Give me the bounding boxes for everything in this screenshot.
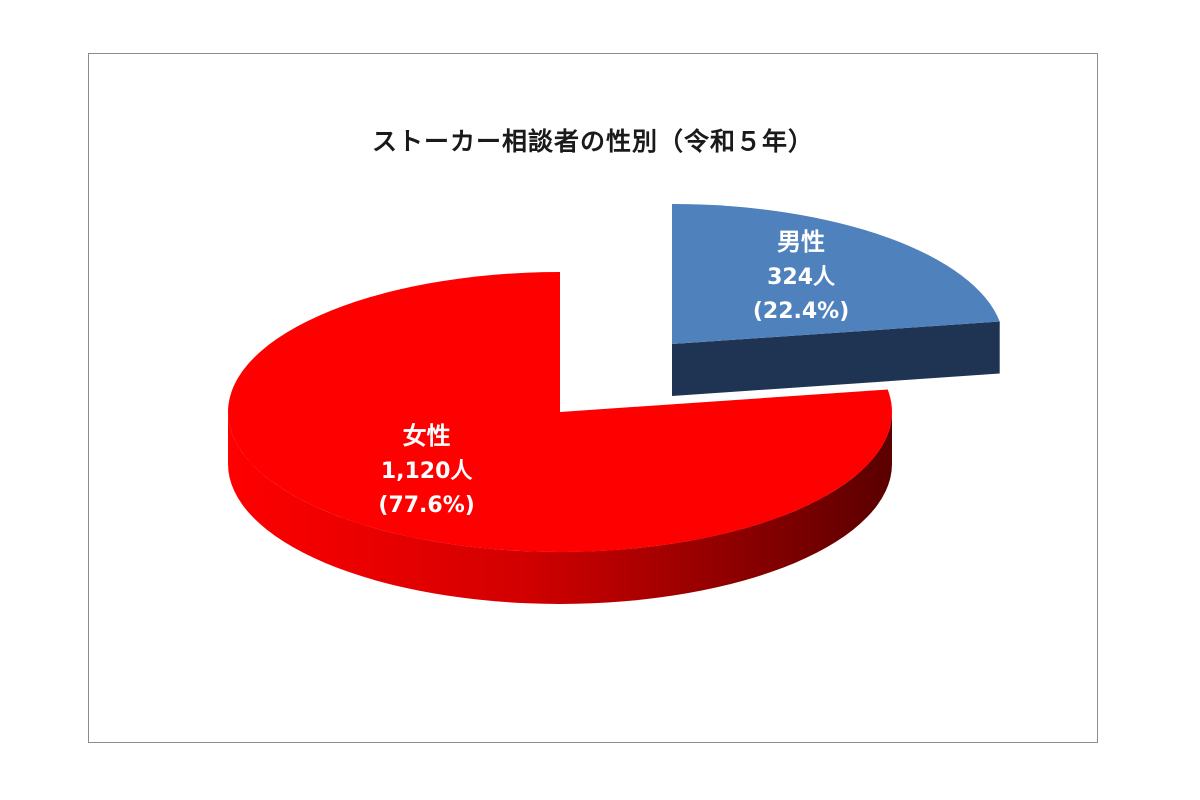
pie-slice-male-top bbox=[672, 204, 1000, 344]
pie-slice-male bbox=[672, 204, 1000, 396]
pie-slice-female-side bbox=[228, 412, 892, 604]
data-label-male-count: 324人 bbox=[767, 265, 835, 290]
data-label-male-percent: (22.4%) bbox=[753, 299, 849, 324]
data-label-male-name: 男性 bbox=[777, 228, 825, 256]
pie-slice-female bbox=[227, 272, 892, 604]
data-label-female-name: 女性 bbox=[403, 422, 451, 450]
data-label-female-percent: (77.6%) bbox=[378, 493, 474, 518]
pie-slice-male-cut-face bbox=[672, 321, 1000, 396]
chart-title: ストーカー相談者の性別（令和５年） bbox=[371, 127, 814, 156]
pie-slice-female-top bbox=[227, 272, 892, 552]
data-label-female-count: 1,120人 bbox=[381, 459, 473, 484]
